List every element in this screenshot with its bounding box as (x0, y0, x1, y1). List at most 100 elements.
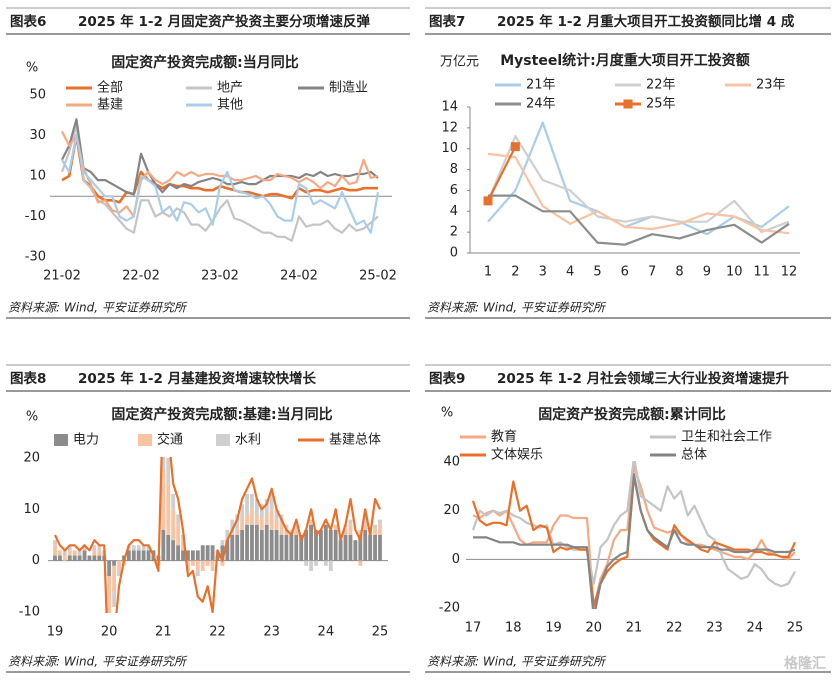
bar-segment (77, 555, 82, 561)
x-tick-label: 9 (703, 265, 711, 280)
figure-title: 2025 年 1-2 月基建投资增速较快增长 (78, 370, 317, 387)
x-tick-label: 20 (585, 621, 602, 636)
bar-segment (363, 524, 368, 530)
bar-segment (240, 504, 245, 520)
x-tick-label: 24-02 (280, 269, 318, 284)
bar-segment (333, 529, 338, 561)
x-tick-label: 25 (787, 621, 804, 636)
series-line (488, 194, 790, 246)
y-unit: 万亿元 (440, 55, 479, 70)
bar-segment (279, 524, 284, 535)
y-tick-label: -10 (25, 209, 46, 224)
plot (60, 118, 380, 242)
series-line (54, 457, 381, 613)
chart-subtitle: 固定资产投资完成额:当月同比 (111, 54, 299, 71)
figure-title: 2025 年 1-2 月社会领域三大行业投资增速提升 (497, 370, 790, 387)
bar-segment (77, 550, 82, 556)
y-tick-label: 0 (450, 246, 458, 261)
series-line (61, 130, 379, 218)
bar-segment (373, 529, 377, 535)
bar-segment (343, 529, 348, 535)
source: 资料来源: Wind, 平安证券研究所 (427, 655, 607, 669)
bar-segment (146, 550, 151, 561)
legend-label: 23年 (756, 78, 786, 93)
bar-segment (171, 540, 176, 561)
bar-segment (53, 540, 57, 546)
bar-segment (314, 529, 318, 561)
plot (471, 461, 796, 609)
bar-segment (289, 535, 294, 561)
bar-segment (245, 514, 249, 525)
point-marker (483, 196, 493, 206)
bar-segment (225, 529, 230, 541)
bar-segment (92, 550, 97, 556)
bar-segment (309, 560, 313, 571)
bar-segment (373, 535, 377, 561)
x-tick-label: 10 (726, 265, 743, 280)
y-tick-label: 20 (23, 451, 40, 466)
x-tick-label: 6 (621, 265, 629, 280)
y-tick-label: 20 (443, 503, 460, 518)
bar-segment (176, 545, 181, 561)
y-tick-label: 0 (452, 552, 460, 567)
legend-label: 基建 (97, 98, 123, 113)
legend-label: 电力 (73, 433, 99, 448)
bar-segment (141, 550, 146, 561)
bar-segment (259, 519, 264, 530)
bar-segment (259, 504, 264, 520)
figure-label: 图表7 (429, 13, 465, 30)
x-tick-label: 23-02 (201, 269, 239, 284)
point-marker (510, 142, 520, 152)
series-line (487, 121, 790, 236)
x-tick-label: 19 (545, 621, 562, 636)
legend-label: 制造业 (329, 81, 368, 96)
x-tick-label: 20 (101, 625, 118, 640)
x-tick-label: 8 (675, 265, 683, 280)
bar-segment (348, 519, 353, 525)
y-unit: % (26, 410, 38, 425)
y-tick-label: 50 (29, 88, 46, 103)
bar-segment (166, 483, 171, 535)
legend-label: 其他 (217, 98, 243, 113)
bar-segment (166, 458, 171, 484)
legend-label: 地产 (217, 81, 243, 96)
bar-segment (131, 545, 136, 551)
bar-segment (250, 493, 254, 510)
chart-subtitle: 固定资产投资完成额:累计同比 (538, 406, 726, 423)
y-tick-label: -30 (25, 250, 46, 265)
y-tick-label: -20 (439, 601, 460, 616)
bar-segment (269, 529, 274, 561)
bar-segment (136, 550, 141, 561)
bar-segment (259, 529, 264, 561)
y-tick-label: 10 (441, 141, 458, 156)
bar-segment (136, 545, 141, 551)
bar-segment (318, 529, 323, 561)
x-tick-label: 4 (566, 265, 574, 280)
bar-segment (97, 545, 102, 551)
x-tick-label: 21 (626, 621, 643, 636)
x-tick-label: 18 (505, 621, 522, 636)
bar-segment (254, 499, 259, 515)
x-tick-label: 7 (648, 265, 656, 280)
bar-segment (254, 524, 259, 561)
source: 资料来源: Wind, 平安证券研究所 (427, 301, 607, 315)
series-line (471, 461, 796, 588)
bar-segment (67, 550, 72, 556)
bar-segment (92, 555, 97, 561)
bar-segment (195, 560, 200, 571)
series-line (486, 135, 790, 234)
bar-segment (368, 535, 373, 561)
bar-segment (343, 535, 348, 561)
bar-segment (62, 555, 67, 561)
series-line (60, 124, 379, 242)
series-line (487, 152, 790, 235)
x-tick-label: 2 (511, 265, 519, 280)
bar-segment (161, 529, 166, 561)
bar-segment (205, 545, 210, 561)
legend-label: 教育 (491, 429, 517, 445)
bar-segment (171, 493, 176, 510)
bar-segment (210, 545, 215, 561)
bar-segment (87, 555, 92, 561)
bar-segment (58, 555, 62, 561)
bar-segment (176, 524, 181, 546)
